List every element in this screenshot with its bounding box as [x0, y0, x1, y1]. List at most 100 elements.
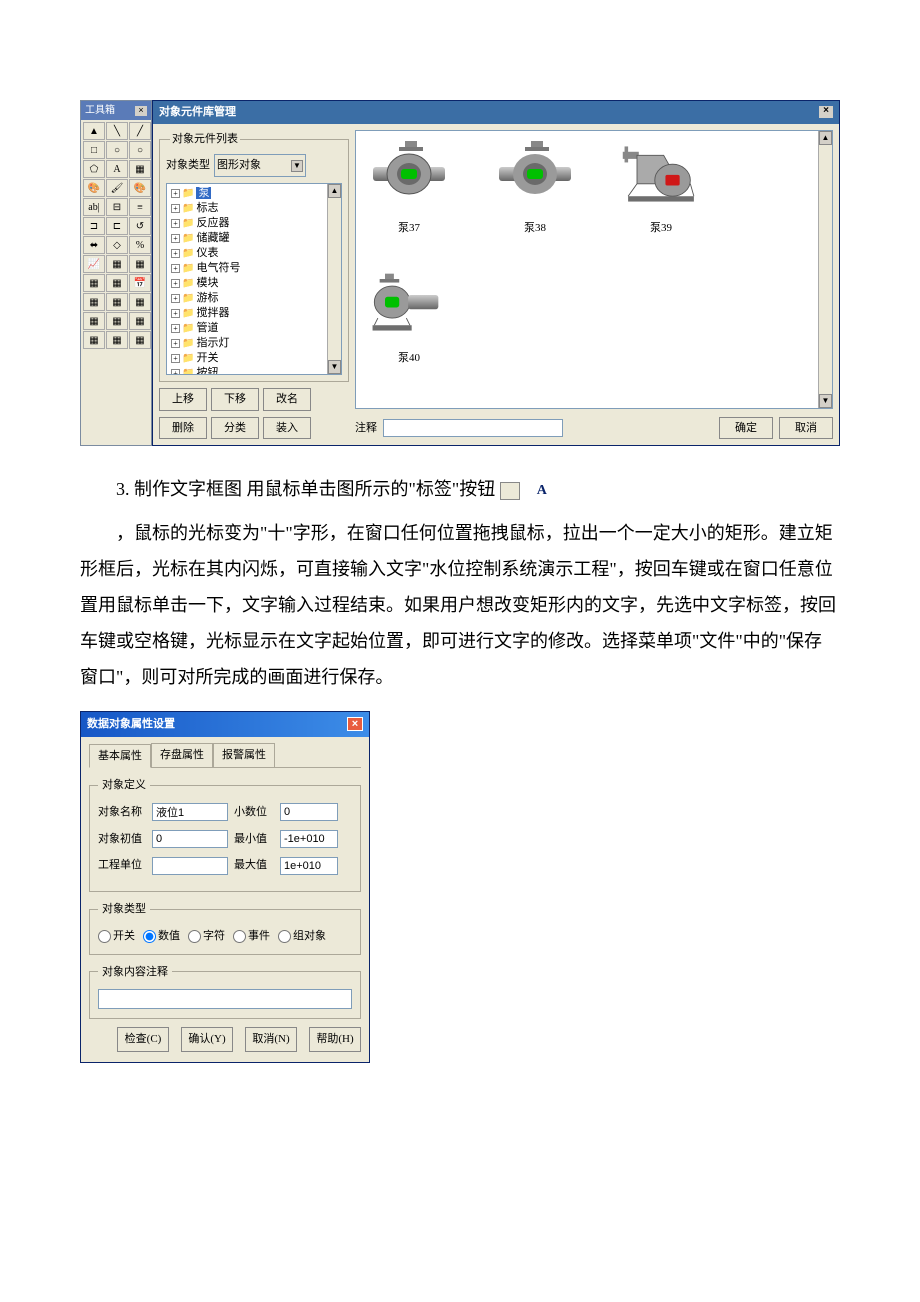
- tool-button-22[interactable]: ▦: [106, 255, 128, 273]
- note-input[interactable]: [383, 419, 563, 437]
- tool-button-2[interactable]: ╱: [129, 122, 151, 140]
- tool-button-11[interactable]: 🎨: [129, 179, 151, 197]
- ok-button[interactable]: 确定: [719, 417, 773, 440]
- object-name-input[interactable]: [152, 803, 228, 821]
- library-close-button[interactable]: ×: [819, 106, 833, 118]
- tool-button-1[interactable]: ╲: [106, 122, 128, 140]
- tool-button-3[interactable]: □: [83, 141, 105, 159]
- tool-button-6[interactable]: ⬠: [83, 160, 105, 178]
- tree-scrollbar[interactable]: ▲ ▼: [327, 184, 341, 374]
- tree-item-3[interactable]: +储藏罐: [169, 231, 339, 246]
- object-note-input[interactable]: [98, 989, 352, 1009]
- tool-button-9[interactable]: 🎨: [83, 179, 105, 197]
- cancel-button-2[interactable]: 取消(N): [245, 1027, 297, 1052]
- tree-item-12[interactable]: +按钮: [169, 366, 339, 375]
- tool-button-14[interactable]: ≡: [129, 198, 151, 216]
- gallery-scrollbar[interactable]: ▲ ▼: [818, 131, 832, 408]
- tree-item-2[interactable]: +反应器: [169, 216, 339, 231]
- radio-switch[interactable]: 开关: [98, 927, 135, 946]
- radio-event[interactable]: 事件: [233, 927, 270, 946]
- tool-button-28[interactable]: ▦: [106, 293, 128, 311]
- load-button[interactable]: 装入: [263, 417, 311, 440]
- radio-number[interactable]: 数值: [143, 927, 180, 946]
- dialog-close-button[interactable]: ×: [347, 717, 363, 731]
- tree-item-11[interactable]: +开关: [169, 351, 339, 366]
- radio-group[interactable]: 组对象: [278, 927, 326, 946]
- pump-item-40[interactable]: 泵40: [364, 268, 454, 367]
- tool-button-31[interactable]: ▦: [106, 312, 128, 330]
- tool-button-0[interactable]: ▲: [83, 122, 105, 140]
- object-list-group: 对象元件列表 对象类型 图形对象 ▼ +泵+标志+反应器+储藏罐+仪表+电气符号…: [159, 130, 349, 382]
- tool-button-30[interactable]: ▦: [83, 312, 105, 330]
- tool-button-5[interactable]: ○: [129, 141, 151, 159]
- pump-icon: [621, 139, 701, 209]
- category-tree[interactable]: +泵+标志+反应器+储藏罐+仪表+电气符号+模块+游标+搅拌器+管道+指示灯+开…: [166, 183, 342, 375]
- delete-button[interactable]: 删除: [159, 417, 207, 440]
- classify-button[interactable]: 分类: [211, 417, 259, 440]
- radio-char[interactable]: 字符: [188, 927, 225, 946]
- tree-item-10[interactable]: +指示灯: [169, 336, 339, 351]
- check-button[interactable]: 检查(C): [117, 1027, 169, 1052]
- tool-button-20[interactable]: %: [129, 236, 151, 254]
- rename-button[interactable]: 改名: [263, 388, 311, 411]
- tree-item-8[interactable]: +搅拌器: [169, 306, 339, 321]
- min-input[interactable]: [280, 830, 338, 848]
- tool-button-8[interactable]: ▦: [129, 160, 151, 178]
- pump-item-39[interactable]: 泵39: [616, 139, 706, 238]
- object-type-combo[interactable]: 图形对象 ▼: [214, 154, 306, 177]
- tool-button-17[interactable]: ↺: [129, 217, 151, 235]
- tool-button-25[interactable]: ▦: [106, 274, 128, 292]
- help-button[interactable]: 帮助(H): [309, 1027, 361, 1052]
- tool-button-12[interactable]: ab|: [83, 198, 105, 216]
- tool-button-26[interactable]: 📅: [129, 274, 151, 292]
- tool-button-15[interactable]: ⊐: [83, 217, 105, 235]
- tool-button-24[interactable]: ▦: [83, 274, 105, 292]
- tool-button-21[interactable]: 📈: [83, 255, 105, 273]
- move-down-button[interactable]: 下移: [211, 388, 259, 411]
- tree-item-1[interactable]: +标志: [169, 201, 339, 216]
- tool-button-34[interactable]: ▦: [106, 331, 128, 349]
- tool-button-7[interactable]: A: [106, 160, 128, 178]
- tool-button-16[interactable]: ⊏: [106, 217, 128, 235]
- scroll-up-icon[interactable]: ▲: [819, 131, 832, 145]
- step-3-label: 3. 制作文字框图 用鼠标单击图所示的"标签"按钮: [116, 479, 495, 499]
- tree-item-9[interactable]: +管道: [169, 321, 339, 336]
- toolbox-close-button[interactable]: ×: [135, 106, 147, 116]
- data-object-property-dialog: 数据对象属性设置 × 基本属性 存盘属性 报警属性 对象定义 对象名称 小数位 …: [80, 711, 370, 1063]
- scroll-down-icon[interactable]: ▼: [328, 360, 341, 374]
- tool-button-19[interactable]: ◇: [106, 236, 128, 254]
- tool-button-13[interactable]: ⊟: [106, 198, 128, 216]
- tool-button-23[interactable]: ▦: [129, 255, 151, 273]
- tool-button-27[interactable]: ▦: [83, 293, 105, 311]
- cancel-button[interactable]: 取消: [779, 417, 833, 440]
- tab-alarm[interactable]: 报警属性: [213, 743, 275, 768]
- pump-item-37[interactable]: 泵37: [364, 139, 454, 238]
- tool-button-10[interactable]: 🖌: [106, 179, 128, 197]
- library-window: 对象元件库管理 × 对象元件列表 对象类型 图形对象 ▼ +泵+标志+反应器+储…: [152, 100, 840, 446]
- tab-storage[interactable]: 存盘属性: [151, 743, 213, 768]
- tree-item-6[interactable]: +模块: [169, 276, 339, 291]
- init-input[interactable]: [152, 830, 228, 848]
- tree-item-4[interactable]: +仪表: [169, 246, 339, 261]
- tree-item-0[interactable]: +泵: [169, 186, 339, 201]
- tool-button-18[interactable]: ⬌: [83, 236, 105, 254]
- scroll-up-icon[interactable]: ▲: [328, 184, 341, 198]
- toolbox-panel: 工具箱 × ▲╲╱□○○⬠A▦🎨🖌🎨ab|⊟≡⊐⊏↺⬌◇%📈▦▦▦▦📅▦▦▦▦▦…: [80, 100, 152, 446]
- tool-button-33[interactable]: ▦: [83, 331, 105, 349]
- unit-label: 工程单位: [98, 856, 146, 875]
- tool-button-4[interactable]: ○: [106, 141, 128, 159]
- confirm-button[interactable]: 确认(Y): [181, 1027, 233, 1052]
- tree-item-7[interactable]: +游标: [169, 291, 339, 306]
- tool-button-35[interactable]: ▦: [129, 331, 151, 349]
- scroll-down-icon[interactable]: ▼: [819, 394, 832, 408]
- tool-button-32[interactable]: ▦: [129, 312, 151, 330]
- pump-item-38[interactable]: 泵38: [490, 139, 580, 238]
- decimal-input[interactable]: [280, 803, 338, 821]
- max-input[interactable]: [280, 857, 338, 875]
- tab-basic[interactable]: 基本属性: [89, 744, 151, 769]
- unit-input[interactable]: [152, 857, 228, 875]
- library-manager-screenshot: 工具箱 × ▲╲╱□○○⬠A▦🎨🖌🎨ab|⊟≡⊐⊏↺⬌◇%📈▦▦▦▦📅▦▦▦▦▦…: [80, 100, 840, 446]
- move-up-button[interactable]: 上移: [159, 388, 207, 411]
- tree-item-5[interactable]: +电气符号: [169, 261, 339, 276]
- tool-button-29[interactable]: ▦: [129, 293, 151, 311]
